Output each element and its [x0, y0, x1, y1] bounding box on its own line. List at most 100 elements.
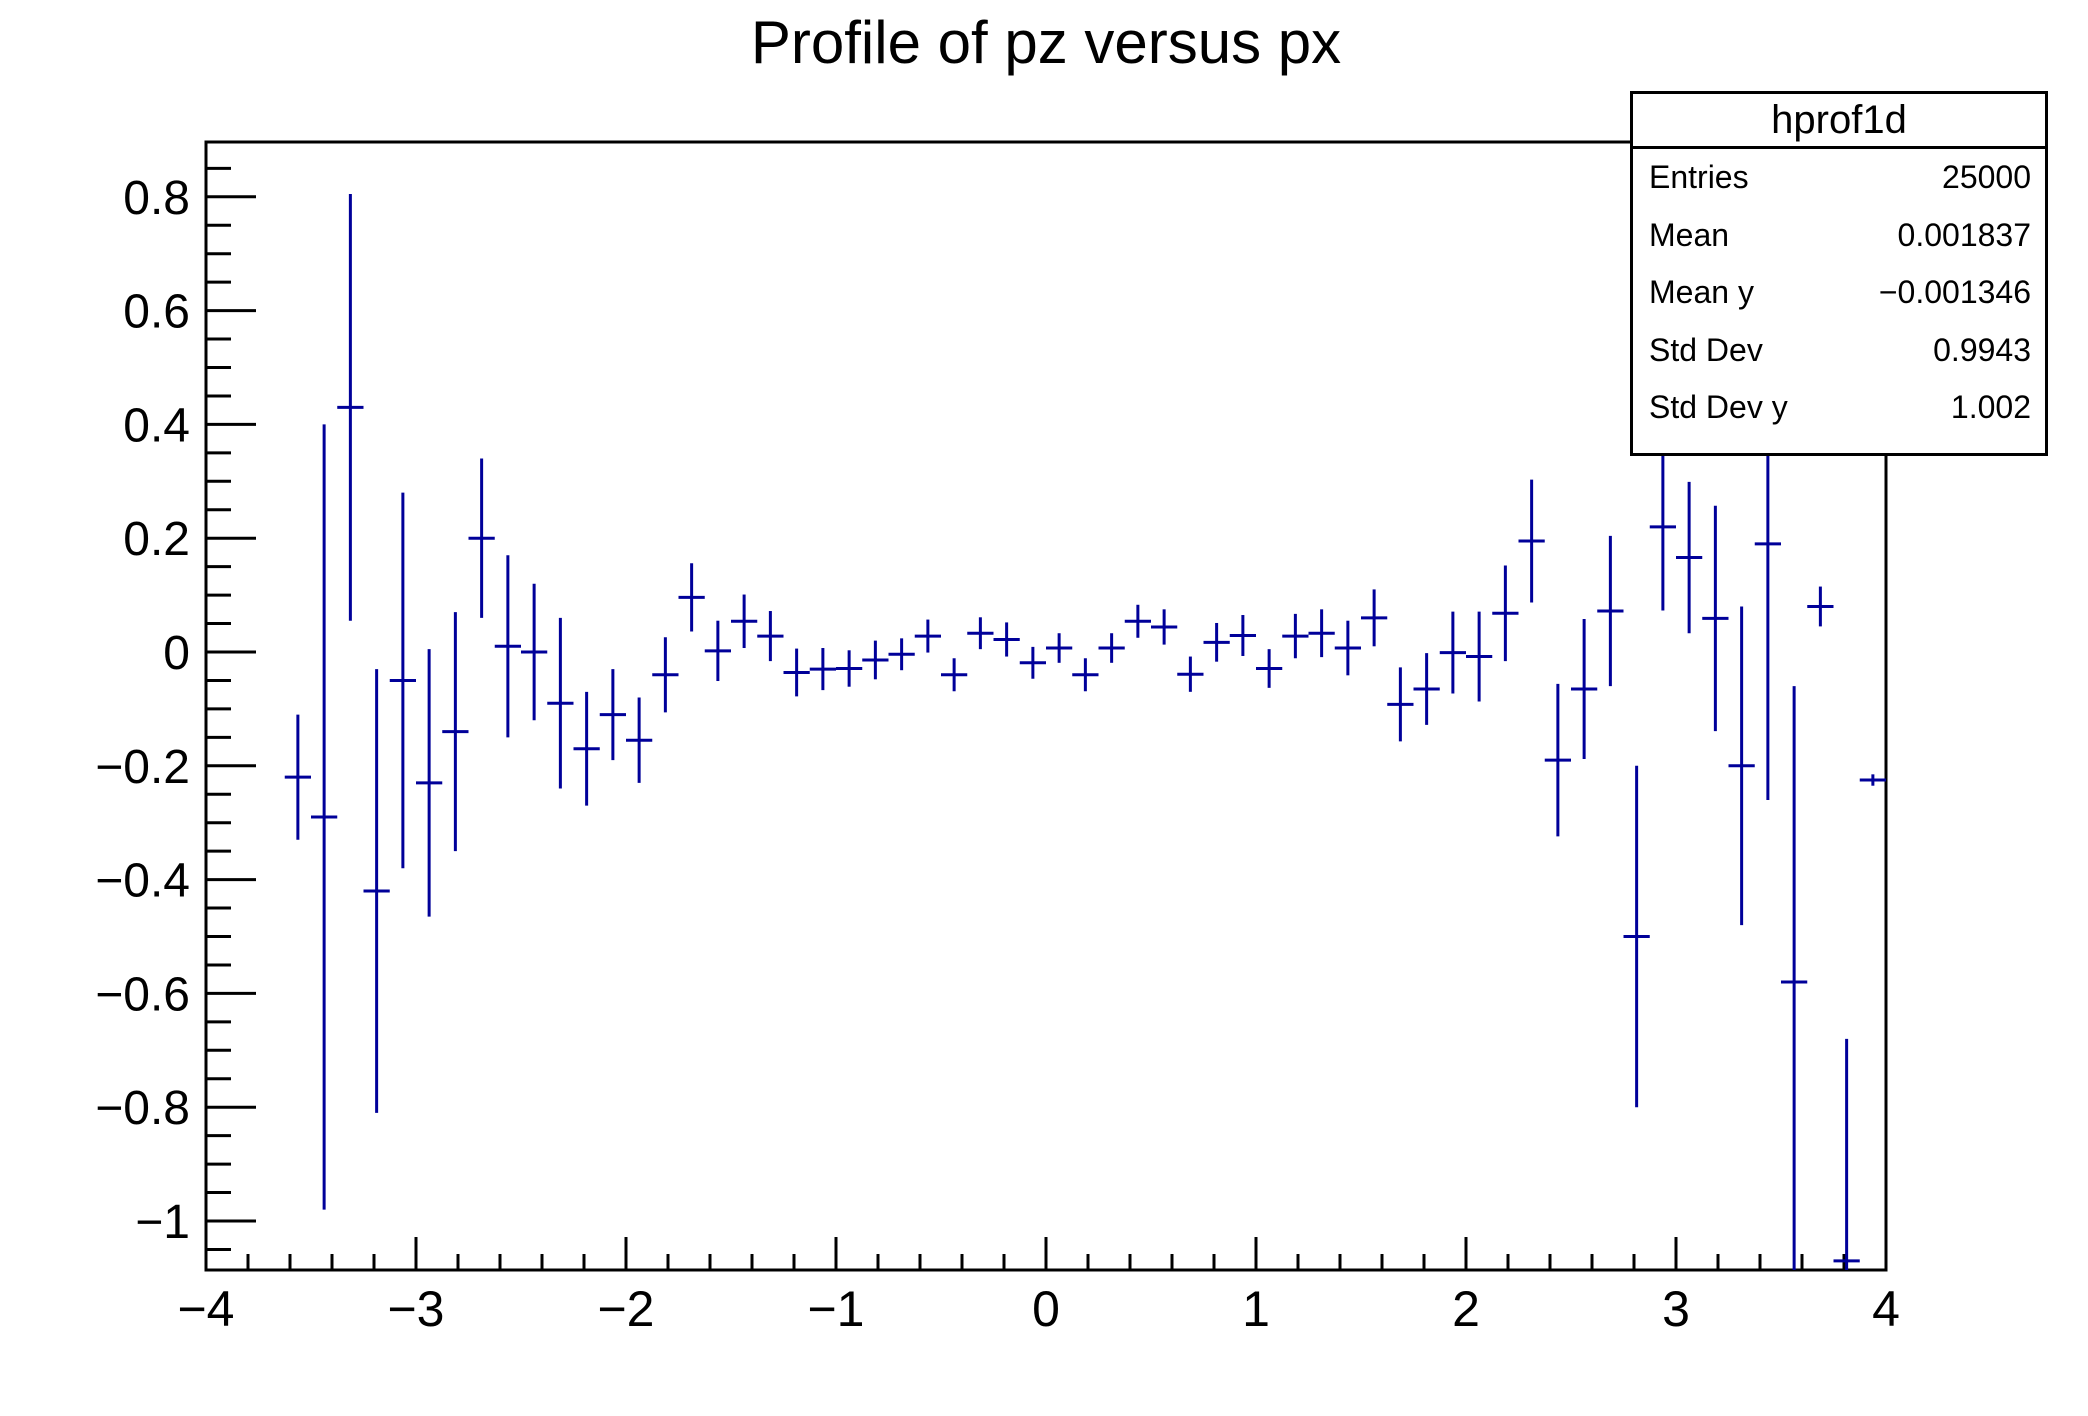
profile-point [1256, 649, 1283, 688]
stat-value: 0.9943 [1933, 331, 2031, 368]
profile-point [547, 617, 574, 789]
stats-title: hprof1d [1633, 94, 2045, 149]
profile-point [809, 648, 836, 691]
profile-point [521, 583, 548, 721]
y-tick-label: 0.4 [123, 399, 190, 452]
x-tick-label: 4 [1872, 1281, 1900, 1337]
x-tick-label: 3 [1662, 1281, 1690, 1337]
x-axis-ticks [204, 1237, 1888, 1270]
stat-label: Entries [1649, 159, 1749, 195]
stats-row: Mean y −0.001346 [1633, 264, 2045, 322]
y-axis-ticks [206, 166, 256, 1251]
profile-point [1046, 633, 1073, 663]
x-axis-labels: −4 −3 −2 −1 0 1 2 3 4 [177, 1281, 1899, 1337]
profile-point [678, 563, 705, 632]
x-tick-label: −2 [597, 1281, 654, 1337]
profile-point [783, 648, 810, 697]
profile-point [1518, 479, 1545, 603]
profile-point [626, 697, 653, 783]
profile-point [1308, 609, 1335, 658]
profile-point [1387, 667, 1414, 742]
stat-value: 1.002 [1950, 389, 2031, 425]
stats-row: Entries 25000 [1633, 149, 2045, 207]
y-tick-label: 0.6 [123, 286, 190, 339]
profile-point [1597, 535, 1624, 687]
profile-point [1229, 615, 1256, 656]
profile-point [941, 658, 968, 692]
profile-point [731, 594, 758, 649]
profile-point [1177, 656, 1204, 692]
stat-label: Std Dev [1649, 331, 1763, 368]
y-tick-label: −1 [135, 1196, 190, 1249]
x-tick-label: −4 [177, 1281, 234, 1337]
profile-point [389, 492, 416, 869]
profile-point [1466, 611, 1493, 702]
stat-label: Mean y [1649, 274, 1754, 310]
profile-point [1676, 481, 1703, 634]
profile-series [284, 193, 1886, 1270]
profile-point [468, 458, 495, 618]
stats-row: Mean 0.001837 [1633, 207, 2045, 265]
profile-point [1807, 586, 1834, 627]
profile-point [652, 637, 679, 713]
profile-point [416, 649, 443, 917]
profile-point [1781, 686, 1808, 1270]
profile-point [704, 620, 731, 682]
profile-point [1072, 658, 1099, 692]
x-tick-label: −1 [807, 1281, 864, 1337]
profile-point [1282, 613, 1309, 659]
stats-box: hprof1d Entries 25000 Mean 0.001837 Mean y −0… [1630, 91, 2048, 456]
profile-point [1361, 589, 1388, 647]
profile-point [1571, 618, 1598, 759]
stat-value: −0.001346 [1878, 274, 2031, 310]
stats-row: Std Dev 0.9943 [1633, 322, 2045, 380]
x-tick-label: 0 [1032, 1281, 1060, 1337]
profile-point [1492, 565, 1519, 662]
plot-title: Profile of pz versus px [750, 9, 1342, 76]
profile-point [1124, 604, 1151, 638]
profile-point [1098, 633, 1125, 663]
stat-value: 25000 [1942, 159, 2031, 195]
profile-point [573, 691, 600, 806]
y-tick-label: −0.2 [95, 741, 190, 794]
stat-label: Std Dev y [1649, 389, 1788, 425]
profile-point [1413, 653, 1440, 725]
profile-point [599, 669, 626, 761]
y-tick-label: −0.4 [95, 855, 190, 908]
y-tick-label: 0.2 [123, 513, 190, 566]
profile-point [1439, 611, 1466, 694]
profile-point [1334, 620, 1361, 676]
y-tick-label: 0.8 [123, 172, 190, 225]
y-tick-label: −0.8 [95, 1082, 190, 1135]
stats-rows: Entries 25000 Mean 0.001837 Mean y −0.001346 S… [1633, 149, 2045, 437]
y-tick-label: −0.6 [95, 968, 190, 1021]
profile-point [311, 424, 338, 1210]
x-tick-label: −3 [387, 1281, 444, 1337]
profile-point [862, 640, 889, 680]
x-tick-label: 2 [1452, 1281, 1480, 1337]
y-axis-labels: −1 −0.8 −0.6 −0.4 −0.2 0 0.2 0.4 0.6 0.8 [95, 172, 190, 1249]
profile-point [1623, 765, 1650, 1108]
profile-point [1151, 609, 1178, 645]
profile-point [1019, 646, 1046, 679]
profile-point [494, 555, 521, 738]
profile-point [1728, 606, 1755, 926]
profile-point [1544, 683, 1571, 837]
profile-point [337, 193, 364, 621]
profile-point [993, 622, 1020, 657]
profile-point [363, 669, 390, 1113]
profile-point [284, 714, 311, 840]
stat-value: 0.001837 [1897, 216, 2031, 253]
x-tick-label: 1 [1242, 1281, 1270, 1337]
profile-point [836, 650, 863, 687]
profile-point [967, 617, 994, 650]
stats-row: Std Dev y 1.002 [1633, 379, 2045, 437]
profile-point [757, 611, 784, 662]
profile-point [1649, 443, 1676, 611]
profile-point [1859, 774, 1886, 786]
profile-point [1833, 1038, 1860, 1270]
stat-label: Mean [1649, 216, 1730, 253]
profile-point [914, 619, 941, 653]
